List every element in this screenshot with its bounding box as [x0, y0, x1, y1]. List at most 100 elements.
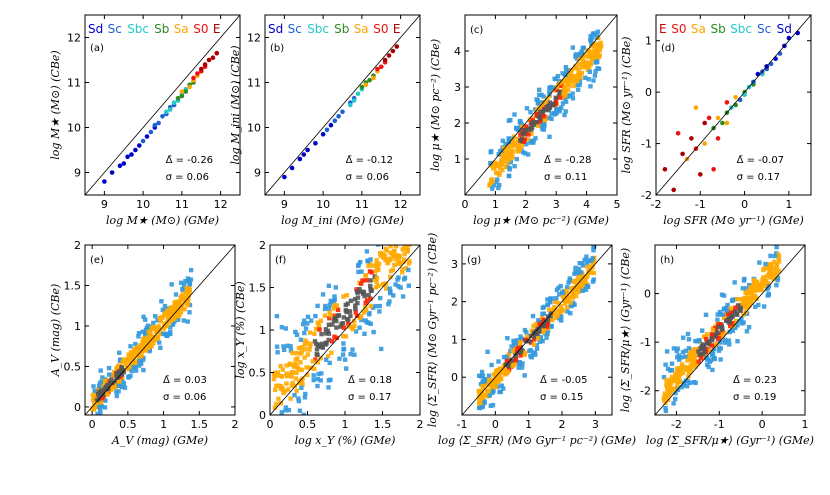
density-bin: [168, 325, 173, 330]
panel-h: -2 -1 0 1 -2 -1 0 log ⟨Σ_SFR/μ★⟩ (Gyr⁻¹) (GMe) l…: [619, 244, 814, 447]
density-bin: [562, 112, 567, 118]
density-bin: [721, 307, 727, 312]
density-bin: [400, 247, 405, 252]
density-bin: [400, 294, 406, 299]
density-bin: [302, 342, 307, 347]
density-bin: [326, 283, 332, 288]
density-bin: [765, 281, 770, 286]
density-bin: [749, 290, 754, 295]
density-bin: [341, 315, 346, 320]
x-tick-label: 0: [267, 418, 274, 431]
density-bin: [518, 334, 523, 339]
density-bin: [570, 96, 576, 101]
density-bin: [744, 329, 750, 334]
density-bin: [558, 304, 563, 309]
density-bin: [332, 294, 337, 299]
density-bin: [326, 354, 331, 359]
density-bin: [674, 348, 679, 354]
density-bin: [274, 344, 280, 349]
density-bin: [744, 295, 750, 300]
x-tick-label: 12: [394, 198, 408, 211]
density-bin: [318, 356, 323, 361]
density-bin: [698, 356, 704, 361]
density-bin: [554, 88, 560, 93]
data-point-e: [680, 151, 685, 157]
density-bin: [585, 48, 590, 54]
density-bin: [332, 334, 337, 339]
density-bin: [518, 138, 523, 143]
density-bin: [381, 255, 386, 260]
density-bin: [579, 261, 585, 266]
density-bin: [483, 381, 489, 387]
density-bin: [353, 309, 358, 315]
density-bin: [583, 75, 588, 80]
density-bin: [538, 117, 543, 123]
density-bin: [368, 283, 373, 289]
density-bin: [499, 162, 505, 167]
x-tick-label: 1.5: [374, 418, 392, 431]
legend-entry-e: E: [659, 22, 667, 36]
density-bin: [374, 261, 379, 266]
density-bin: [506, 137, 511, 143]
density-bin: [92, 388, 97, 394]
density-bin: [172, 319, 177, 324]
density-bin: [143, 348, 148, 353]
density-bin: [588, 62, 593, 67]
density-bin: [140, 357, 146, 362]
density-bin: [728, 315, 733, 321]
density-bin: [529, 131, 534, 136]
density-bin: [498, 376, 504, 381]
density-bin: [512, 140, 517, 146]
density-bin: [496, 152, 501, 157]
density-bin: [693, 380, 698, 386]
density-bin: [498, 389, 503, 394]
density-bin: [402, 257, 407, 262]
density-bin: [168, 331, 173, 337]
density-bin: [548, 300, 553, 305]
density-bin: [179, 296, 184, 301]
density-bin: [162, 303, 168, 309]
density-bin: [488, 161, 493, 166]
density-bin: [594, 59, 599, 64]
density-bin: [377, 235, 381, 239]
density-bin: [507, 357, 513, 362]
density-bin: [581, 276, 586, 281]
density-bin: [529, 328, 534, 334]
density-bin: [738, 305, 743, 311]
density-bin: [144, 327, 149, 333]
density-bin: [368, 303, 373, 309]
density-bin: [320, 292, 326, 297]
density-bin: [540, 109, 545, 114]
density-bin: [664, 377, 669, 383]
density-bin: [482, 379, 487, 384]
density-bin: [753, 280, 759, 285]
density-bin: [547, 134, 552, 139]
density-bin: [552, 76, 557, 81]
density-bin: [582, 257, 587, 263]
density-bin: [385, 260, 390, 266]
density-bin: [510, 349, 516, 354]
density-bin: [776, 268, 782, 273]
density-bin: [563, 109, 568, 114]
density-bin: [496, 359, 501, 364]
density-bin: [510, 138, 516, 143]
density-bin: [169, 282, 174, 287]
density-bin: [147, 326, 152, 331]
density-bin: [280, 416, 284, 420]
density-bin: [371, 329, 376, 335]
density-bin: [379, 346, 384, 352]
density-bin: [98, 368, 103, 373]
density-bin: [114, 389, 119, 394]
density-bin: [544, 324, 549, 329]
density-bin: [500, 167, 505, 173]
density-bin: [289, 374, 294, 379]
density-bin: [571, 83, 576, 89]
density-bin: [683, 348, 688, 353]
density-bin: [280, 387, 285, 392]
x-axis-label: log M★ (M⊙) (GMe): [106, 214, 219, 227]
plot-area: [85, 15, 240, 195]
data-point-s0: [191, 75, 196, 81]
density-bin: [140, 348, 146, 353]
density-bin: [774, 245, 779, 250]
density-bin: [757, 260, 762, 265]
